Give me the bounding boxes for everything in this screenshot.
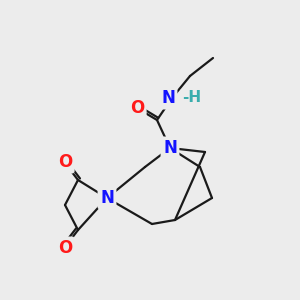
Text: N: N [100,189,114,207]
Text: N: N [163,139,177,157]
Text: O: O [58,239,72,257]
Text: O: O [130,99,144,117]
Text: -H: -H [182,91,201,106]
Text: N: N [161,89,175,107]
Text: O: O [58,153,72,171]
